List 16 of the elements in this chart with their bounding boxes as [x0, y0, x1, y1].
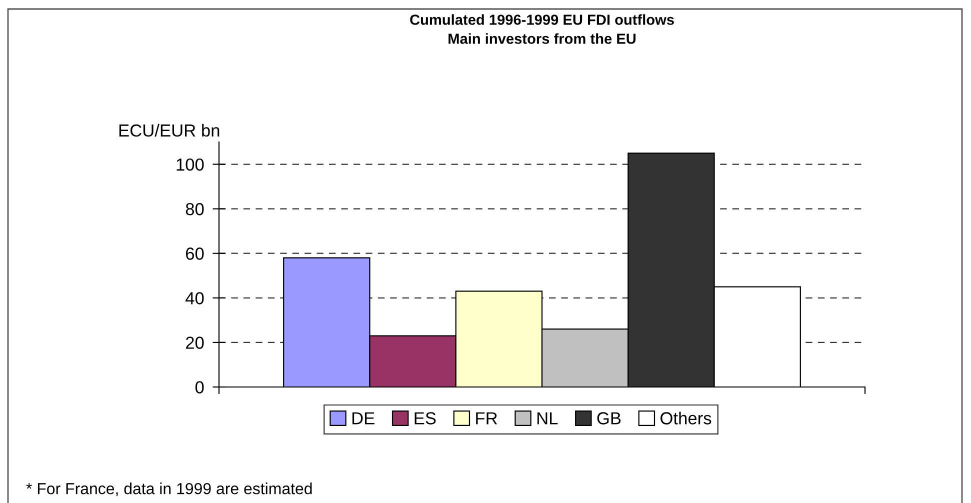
y-tick-label: 20: [186, 336, 204, 349]
legend-label: DE: [352, 412, 374, 424]
legend-label: FR: [476, 412, 498, 424]
y-tick-label: 100: [176, 158, 204, 171]
legend-label: GB: [597, 412, 621, 424]
y-tick-label: 80: [186, 202, 204, 216]
legend-label: NL: [537, 412, 558, 424]
chart-subtitle: Main investors from the EU: [448, 33, 636, 44]
y-tick-label: 0: [195, 381, 204, 394]
y-tick-label: 40: [186, 292, 204, 304]
legend-label: ES: [414, 412, 436, 424]
y-axis-title: ECU/EUR bn: [119, 124, 220, 137]
text: * For France, data in 1999 are estimated: [26, 482, 312, 496]
legend-label: Others: [660, 412, 712, 424]
chart-title: Cumulated 1996-1999 EU FDI outflows: [410, 14, 674, 25]
y-tick-label: 60: [186, 248, 204, 260]
